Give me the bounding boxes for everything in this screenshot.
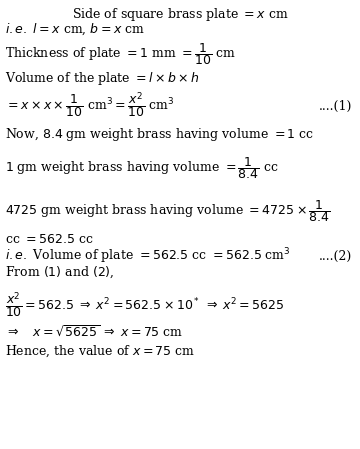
Text: cc $= 562.5$ cc: cc $= 562.5$ cc [5, 233, 94, 246]
Text: Hence, the value of $x = 75$ cm: Hence, the value of $x = 75$ cm [5, 344, 195, 359]
Text: Thickness of plate $= 1$ mm $= \dfrac{1}{10}$ cm: Thickness of plate $= 1$ mm $= \dfrac{1}… [5, 41, 236, 67]
Text: Volume of the plate $= l \times b \times h$: Volume of the plate $= l \times b \times… [5, 70, 200, 87]
Text: From $(1)$ and $(2)$,: From $(1)$ and $(2)$, [5, 265, 114, 280]
Text: $1$ gm weight brass having volume $= \dfrac{1}{8.4}$ cc: $1$ gm weight brass having volume $= \df… [5, 155, 279, 181]
Text: $4725$ gm weight brass having volume $= 4725 \times \dfrac{1}{8.4}$: $4725$ gm weight brass having volume $= … [5, 198, 331, 224]
Text: $= x \times x \times \dfrac{1}{10}$ cm$^3 = \dfrac{x^2}{10}$ cm$^3$: $= x \times x \times \dfrac{1}{10}$ cm$^… [5, 91, 175, 120]
Text: $\Rightarrow \quad x = \sqrt{5625} \;\Rightarrow\; x = 75$ cm: $\Rightarrow \quad x = \sqrt{5625} \;\Ri… [5, 325, 183, 340]
Text: Side of square brass plate $= x$ cm: Side of square brass plate $= x$ cm [72, 6, 288, 23]
Text: Now, $8.4$ gm weight brass having volume $= 1$ cc: Now, $8.4$ gm weight brass having volume… [5, 126, 314, 143]
Text: $i.e.$ Volume of plate $= 562.5$ cc $= 562.5$ cm$^3$: $i.e.$ Volume of plate $= 562.5$ cc $= 5… [5, 246, 291, 266]
Text: ....(1): ....(1) [319, 100, 352, 113]
Text: $i.e.$ $l = x$ cm, $b = x$ cm: $i.e.$ $l = x$ cm, $b = x$ cm [5, 22, 145, 37]
Text: $\dfrac{x^2}{10} = 562.5 \;\Rightarrow\; x^2 = 562.5 \times 10^* \;\Rightarrow\;: $\dfrac{x^2}{10} = 562.5 \;\Rightarrow\;… [5, 291, 284, 320]
Text: ....(2): ....(2) [319, 250, 352, 263]
